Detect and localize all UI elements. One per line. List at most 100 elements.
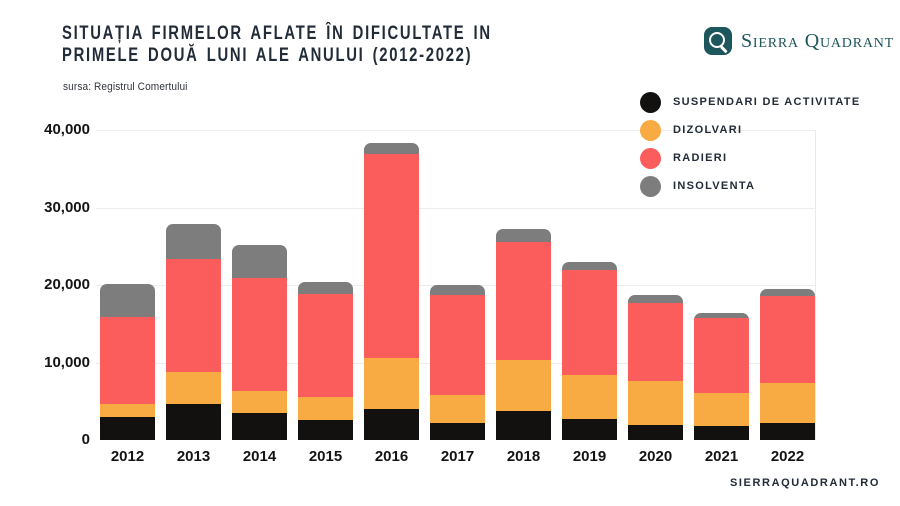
bar-2018 (496, 229, 551, 440)
legend-dot-suspendari-de-activitate-icon (640, 91, 661, 113)
gridline-40000 (96, 130, 815, 131)
brand-logo: Sierra Quadrant (704, 27, 894, 55)
bar-segment-insolventa (430, 285, 485, 296)
bar-segment-suspendari-de-activitate (298, 419, 353, 440)
bar-2015 (298, 281, 353, 440)
x-tick-label: 2020 (638, 448, 673, 465)
bar-segment-insolventa (562, 261, 617, 271)
y-tick-label: 40,000 (44, 121, 90, 138)
bar-segment-insolventa (364, 143, 419, 155)
legend-item-insolventa: INSOLVENTA (640, 172, 860, 200)
y-tick-label: 10,000 (44, 353, 90, 371)
bar-2012 (100, 284, 155, 440)
bar-segment-insolventa (100, 284, 155, 317)
legend-item-radieri: RADIERI (640, 144, 860, 172)
bar-segment-suspendari-de-activitate (760, 422, 815, 440)
x-tick-label: 2019 (572, 448, 607, 465)
bar-2017 (430, 285, 485, 440)
bar-segment-radieri (760, 295, 815, 383)
bar-segment-radieri (100, 316, 155, 405)
bar-segment-insolventa (760, 288, 815, 296)
bar-2014 (232, 244, 287, 440)
bars (96, 130, 815, 440)
x-tick-label: 2016 (374, 448, 409, 465)
legend-label: SUSPENDARI DE ACTIVITATE (673, 96, 861, 108)
bar-segment-suspendari-de-activitate (232, 412, 287, 440)
bar-segment-dizolvari (100, 404, 155, 417)
bar-segment-radieri (562, 270, 617, 375)
bar-segment-radieri (166, 258, 221, 372)
bar-segment-insolventa (496, 229, 551, 243)
bar-2022 (760, 288, 815, 440)
page-title: SITUAȚIA FIRMELOR AFLATE ÎN DIFICULTATE … (62, 23, 492, 67)
bar-segment-radieri (364, 154, 419, 358)
bar-segment-suspendari-de-activitate (430, 422, 485, 440)
bar-segment-dizolvari (364, 357, 419, 409)
legend-item-suspendari-de-activitate: SUSPENDARI DE ACTIVITATE (640, 88, 860, 116)
page-title-line-2: PRIMELE DOUĂ LUNI ALE ANULUI (2012-2022) (62, 45, 473, 66)
bar-segment-radieri (628, 302, 683, 382)
plot-area (96, 130, 816, 440)
bar-segment-insolventa (694, 312, 749, 319)
legend-dot-radieri-icon (640, 147, 661, 169)
legend-dot-dizolvari-icon (640, 119, 661, 141)
x-tick-label: 2021 (704, 448, 739, 465)
legend-label: DIZOLVARI (673, 124, 743, 136)
bar-segment-dizolvari (628, 381, 683, 426)
bar-segment-insolventa (232, 244, 287, 279)
x-tick-label: 2015 (308, 448, 343, 465)
bar-segment-suspendari-de-activitate (166, 404, 221, 440)
bar-segment-suspendari-de-activitate (694, 426, 749, 440)
chart-legend: SUSPENDARI DE ACTIVITATE DIZOLVARI RADIERI… (640, 88, 860, 200)
x-tick-label: 2013 (176, 448, 211, 465)
x-tick-label: 2017 (440, 448, 475, 465)
x-tick-label: 2014 (242, 448, 277, 465)
y-tick-label: 20,000 (44, 276, 90, 293)
bar-segment-insolventa (628, 295, 683, 303)
bar-2016 (364, 143, 419, 440)
source-note: sursa: Registrul Comertului (63, 81, 188, 93)
gridline-30000 (96, 207, 815, 209)
logo-ring-icon (709, 32, 725, 48)
bar-2020 (628, 295, 683, 440)
legend-label: INSOLVENTA (673, 180, 756, 192)
bar-segment-suspendari-de-activitate (562, 419, 617, 440)
bar-segment-dizolvari (496, 360, 551, 412)
x-tick-label: 2022 (770, 448, 805, 465)
legend-item-dizolvari: DIZOLVARI (640, 116, 860, 144)
brand-name: Sierra Quadrant (741, 29, 895, 52)
bar-2019 (562, 261, 617, 440)
bar-segment-dizolvari (694, 392, 749, 427)
bar-segment-dizolvari (760, 382, 815, 423)
y-axis: 40,000 30,000 20,000 10,000 0 (26, 121, 90, 448)
legend-label: RADIERI (673, 152, 728, 164)
sierra-quadrant-logo-icon (704, 27, 732, 55)
bar-segment-radieri (496, 242, 551, 361)
y-tick-label: 0 (81, 431, 90, 448)
bar-2021 (694, 312, 749, 440)
website-footer: SIERRAQUADRANT.RO (729, 477, 880, 489)
bar-segment-radieri (232, 278, 287, 392)
bar-segment-dizolvari (562, 374, 617, 420)
bar-segment-insolventa (166, 223, 221, 259)
logo-q-tail-icon (720, 45, 728, 53)
bar-segment-suspendari-de-activitate (496, 411, 551, 440)
bar-segment-suspendari-de-activitate (364, 408, 419, 440)
bar-segment-insolventa (298, 281, 353, 295)
x-tick-label: 2012 (110, 448, 145, 465)
x-tick-label: 2018 (506, 448, 541, 465)
bar-segment-suspendari-de-activitate (628, 425, 683, 440)
page-title-line-1: SITUAȚIA FIRMELOR AFLATE ÎN DIFICULTATE … (62, 23, 492, 44)
bar-2013 (166, 223, 221, 440)
y-tick-label: 30,000 (44, 198, 90, 216)
x-axis: 2012 2013 2014 2015 2016 2017 2018 2019 2020 2021… (96, 448, 815, 465)
bar-segment-radieri (430, 295, 485, 396)
bar-segment-suspendari-de-activitate (100, 416, 155, 440)
bar-segment-dizolvari (166, 371, 221, 405)
bar-segment-dizolvari (298, 397, 353, 420)
legend-dot-insolventa-icon (640, 175, 661, 197)
bar-segment-radieri (298, 294, 353, 398)
bar-segment-dizolvari (430, 395, 485, 423)
bar-segment-radieri (694, 318, 749, 393)
